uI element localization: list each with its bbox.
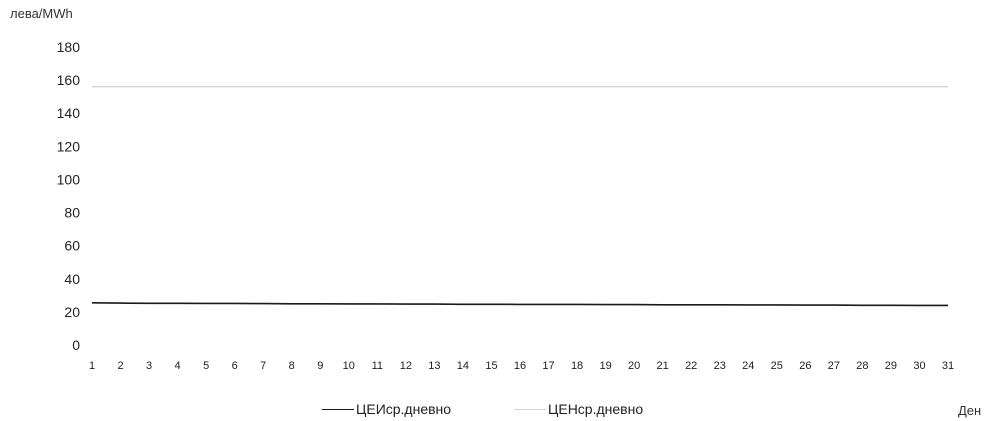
x-tick-label: 5 xyxy=(203,360,209,372)
x-tick-label: 31 xyxy=(942,360,954,372)
x-tick-label: 22 xyxy=(685,360,697,372)
x-tick-label: 7 xyxy=(260,360,266,372)
y-tick-label: 0 xyxy=(72,337,80,353)
y-tick-label: 100 xyxy=(57,171,81,187)
x-tick-label: 27 xyxy=(828,360,840,372)
legend: ЦЕИср.дневно ЦЕНср.дневно xyxy=(0,401,995,419)
x-tick-label: 1 xyxy=(89,360,95,372)
legend-swatch xyxy=(514,408,546,410)
x-tick-label: 13 xyxy=(428,360,440,372)
y-tick-label: 180 xyxy=(57,39,81,55)
x-tick-label: 20 xyxy=(628,360,640,372)
y-tick-label: 40 xyxy=(64,271,80,287)
x-tick-label: 8 xyxy=(289,360,295,372)
x-tick-label: 4 xyxy=(175,360,181,372)
x-tick-label: 11 xyxy=(372,360,383,372)
legend-item-series-1: ЦЕИср.дневно xyxy=(322,401,451,417)
x-tick-label: 23 xyxy=(714,360,726,372)
x-tick-label: 29 xyxy=(885,360,897,372)
x-tick-label: 24 xyxy=(742,360,754,372)
x-tick-label: 3 xyxy=(146,360,152,372)
y-tick-label: 60 xyxy=(64,238,80,254)
x-tick-label: 14 xyxy=(457,360,469,372)
x-tick-label: 12 xyxy=(400,360,412,372)
x-tick-label: 16 xyxy=(514,360,526,372)
x-tick-label: 30 xyxy=(913,360,925,372)
y-tick-label: 20 xyxy=(64,304,80,320)
x-tick-label: 10 xyxy=(343,360,355,372)
series-line-1 xyxy=(91,302,948,307)
y-axis-label: лева/MWh xyxy=(10,6,73,21)
legend-label: ЦЕИср.дневно xyxy=(356,401,452,417)
y-axis-ticks: 0 20 40 60 80 100 120 140 160 180 xyxy=(57,39,81,353)
legend-item-series-2: ЦЕНср.дневно xyxy=(514,401,643,417)
x-tick-label: 18 xyxy=(571,360,583,372)
x-tick-label: 25 xyxy=(771,360,783,372)
y-tick-label: 160 xyxy=(57,72,81,88)
x-tick-label: 6 xyxy=(232,360,238,372)
series-lines xyxy=(91,85,948,307)
x-axis-ticks: 1 2 3 4 5 6 7 8 9 10 11 12 13 14 15 16 17 18 19 20 21 22 23 24 2… xyxy=(89,360,954,372)
y-tick-label: 120 xyxy=(57,138,81,154)
x-tick-label: 28 xyxy=(856,360,868,372)
x-tick-label: 9 xyxy=(317,360,323,372)
x-tick-label: 19 xyxy=(599,360,611,372)
x-tick-label: 2 xyxy=(117,360,123,372)
x-axis-label: Ден xyxy=(958,403,982,418)
y-tick-label: 140 xyxy=(57,105,81,121)
legend-swatch xyxy=(322,408,354,410)
x-tick-label: 15 xyxy=(485,360,497,372)
x-tick-label: 17 xyxy=(542,360,554,372)
x-tick-label: 21 xyxy=(657,360,669,372)
legend-label: ЦЕНср.дневно xyxy=(548,401,644,417)
x-tick-label: 26 xyxy=(799,360,811,372)
y-tick-label: 80 xyxy=(64,205,80,221)
